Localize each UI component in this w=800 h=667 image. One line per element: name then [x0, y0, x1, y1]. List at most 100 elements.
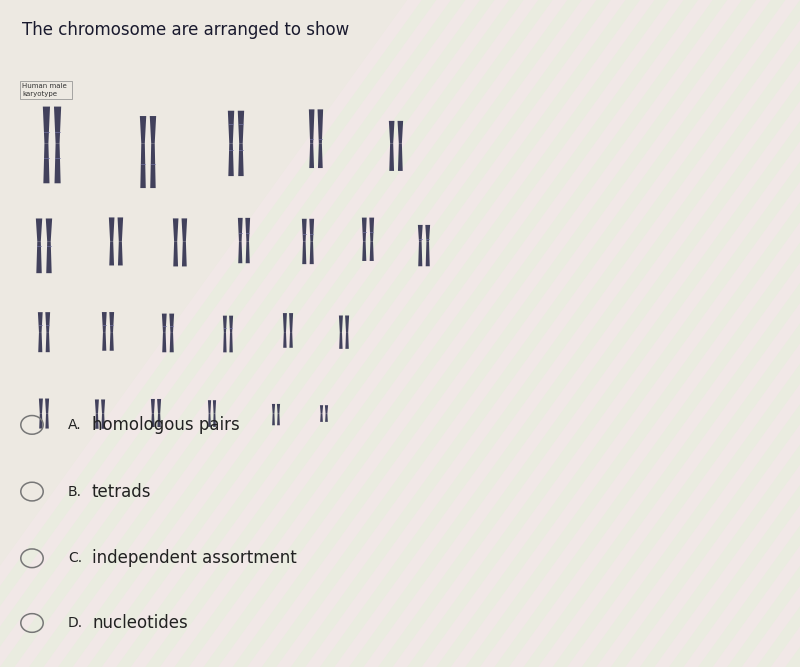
- Polygon shape: [116, 0, 611, 667]
- Text: nucleotides: nucleotides: [92, 614, 188, 632]
- Polygon shape: [29, 0, 524, 667]
- Polygon shape: [742, 0, 800, 667]
- Polygon shape: [390, 143, 394, 171]
- Polygon shape: [218, 0, 713, 667]
- Polygon shape: [102, 332, 106, 351]
- Polygon shape: [118, 217, 123, 241]
- Polygon shape: [36, 219, 42, 241]
- Polygon shape: [0, 0, 494, 667]
- Polygon shape: [157, 399, 161, 414]
- Polygon shape: [418, 241, 422, 266]
- Polygon shape: [426, 225, 430, 241]
- Polygon shape: [378, 0, 800, 667]
- Polygon shape: [272, 404, 275, 414]
- Polygon shape: [283, 313, 287, 332]
- Polygon shape: [233, 0, 727, 667]
- Polygon shape: [262, 0, 756, 667]
- Polygon shape: [87, 0, 582, 667]
- Polygon shape: [46, 332, 50, 352]
- Polygon shape: [110, 312, 114, 332]
- Polygon shape: [170, 332, 174, 352]
- Polygon shape: [110, 332, 114, 351]
- Polygon shape: [0, 0, 436, 667]
- Polygon shape: [713, 0, 800, 667]
- Polygon shape: [101, 400, 105, 414]
- Polygon shape: [524, 0, 800, 667]
- Polygon shape: [170, 313, 174, 332]
- Polygon shape: [310, 241, 314, 264]
- Polygon shape: [553, 0, 800, 667]
- Polygon shape: [39, 414, 42, 429]
- Polygon shape: [309, 109, 314, 143]
- Polygon shape: [44, 0, 538, 667]
- Polygon shape: [238, 111, 244, 143]
- Polygon shape: [208, 414, 211, 427]
- Polygon shape: [95, 400, 99, 414]
- Polygon shape: [223, 332, 226, 352]
- Polygon shape: [398, 143, 402, 171]
- Polygon shape: [208, 400, 211, 414]
- Polygon shape: [43, 143, 50, 183]
- Polygon shape: [246, 218, 250, 241]
- Polygon shape: [146, 0, 640, 667]
- Text: The chromosome are arranged to show: The chromosome are arranged to show: [22, 21, 350, 39]
- Polygon shape: [238, 241, 242, 263]
- Polygon shape: [160, 0, 654, 667]
- Polygon shape: [567, 0, 800, 667]
- Polygon shape: [289, 313, 293, 332]
- Polygon shape: [451, 0, 800, 667]
- Polygon shape: [228, 143, 234, 176]
- Polygon shape: [204, 0, 698, 667]
- Polygon shape: [223, 315, 227, 332]
- Polygon shape: [334, 0, 800, 667]
- Polygon shape: [46, 219, 52, 241]
- Polygon shape: [36, 241, 42, 273]
- Polygon shape: [370, 217, 374, 241]
- Polygon shape: [46, 241, 52, 273]
- Polygon shape: [213, 400, 216, 414]
- Polygon shape: [162, 332, 166, 352]
- Polygon shape: [109, 217, 114, 241]
- Text: tetrads: tetrads: [92, 483, 151, 500]
- Polygon shape: [320, 405, 323, 414]
- Polygon shape: [640, 0, 800, 667]
- Polygon shape: [38, 312, 42, 332]
- Polygon shape: [131, 0, 626, 667]
- Polygon shape: [727, 0, 800, 667]
- Polygon shape: [306, 0, 800, 667]
- Polygon shape: [238, 218, 242, 241]
- Text: independent assortment: independent assortment: [92, 550, 297, 567]
- Polygon shape: [238, 143, 244, 176]
- Polygon shape: [182, 218, 187, 241]
- Polygon shape: [45, 398, 49, 414]
- Polygon shape: [110, 241, 114, 265]
- Polygon shape: [582, 0, 800, 667]
- Polygon shape: [46, 312, 50, 332]
- Polygon shape: [46, 414, 49, 429]
- Polygon shape: [58, 0, 553, 667]
- Polygon shape: [290, 332, 293, 348]
- Polygon shape: [538, 0, 800, 667]
- Polygon shape: [393, 0, 800, 667]
- Polygon shape: [320, 0, 800, 667]
- Polygon shape: [596, 0, 800, 667]
- Polygon shape: [302, 241, 306, 264]
- Polygon shape: [310, 143, 314, 168]
- Polygon shape: [349, 0, 800, 667]
- Polygon shape: [276, 0, 771, 667]
- Polygon shape: [389, 121, 394, 143]
- Polygon shape: [140, 116, 146, 143]
- Polygon shape: [422, 0, 800, 667]
- Text: A.: A.: [68, 418, 82, 432]
- Polygon shape: [174, 0, 669, 667]
- Polygon shape: [173, 218, 178, 241]
- Polygon shape: [310, 219, 314, 241]
- Polygon shape: [0, 0, 466, 667]
- Polygon shape: [786, 0, 800, 667]
- Polygon shape: [362, 241, 366, 261]
- Polygon shape: [246, 241, 250, 263]
- Polygon shape: [302, 219, 306, 241]
- Polygon shape: [151, 414, 154, 427]
- Text: D.: D.: [68, 616, 83, 630]
- Polygon shape: [272, 414, 275, 426]
